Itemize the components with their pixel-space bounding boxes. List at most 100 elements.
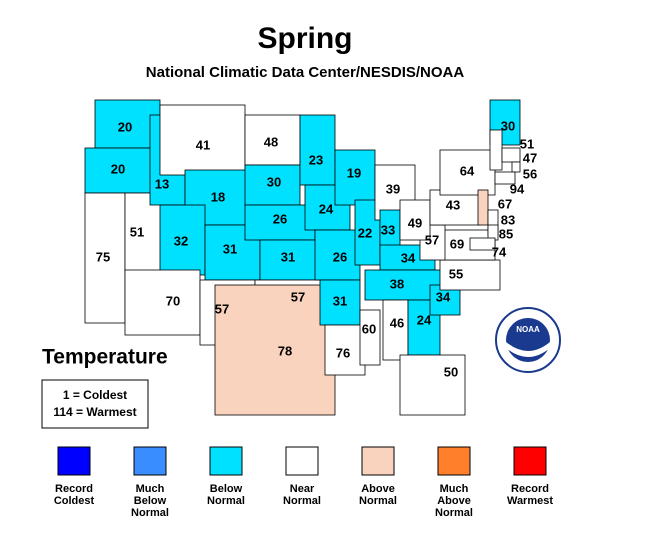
state bbox=[359, 309, 381, 366]
state-rank: 46 bbox=[390, 315, 404, 330]
state-rank: 38 bbox=[390, 276, 404, 291]
state bbox=[511, 161, 521, 173]
subtitle: National Climatic Data Center/NESDIS/NOA… bbox=[146, 64, 465, 81]
state-rank: 19 bbox=[347, 165, 361, 180]
state bbox=[439, 259, 501, 291]
state-rank: 57 bbox=[215, 301, 229, 316]
legend-swatch bbox=[513, 446, 547, 476]
state bbox=[324, 324, 366, 376]
legend-swatch bbox=[437, 446, 471, 476]
state bbox=[94, 99, 161, 149]
state-rank: 43 bbox=[446, 197, 460, 212]
state bbox=[214, 284, 336, 416]
state-rank: 69 bbox=[450, 236, 464, 251]
legend-swatch bbox=[209, 446, 243, 476]
state-rank: 83 bbox=[501, 212, 515, 227]
legend-label: Above bbox=[437, 495, 471, 507]
legend-label: Above bbox=[361, 483, 395, 495]
legend-label: Record bbox=[511, 483, 549, 495]
state-map: 20 20 75 51 13 41 18 32 70 31 57 48 30 26 31 57 78 23 24 26… bbox=[84, 99, 537, 416]
legend: RecordColdestMuchBelowNormalBelowNormalN… bbox=[54, 446, 553, 519]
legend-label: Normal bbox=[359, 495, 397, 507]
state-rank: 48 bbox=[264, 134, 278, 149]
state-rank: 56 bbox=[523, 166, 537, 181]
state-rank: 60 bbox=[362, 321, 376, 336]
state-rank: 31 bbox=[333, 293, 347, 308]
state-rank: 49 bbox=[408, 215, 422, 230]
state-rank: 20 bbox=[111, 161, 125, 176]
state-rank: 70 bbox=[166, 293, 180, 308]
legend-swatch bbox=[57, 446, 91, 476]
state-rank: 26 bbox=[273, 211, 287, 226]
state-rank: 22 bbox=[358, 225, 372, 240]
state bbox=[382, 299, 409, 361]
state-rank: 39 bbox=[386, 181, 400, 196]
state bbox=[299, 114, 336, 186]
state bbox=[469, 237, 496, 251]
state-rank: 24 bbox=[417, 312, 432, 327]
legend-label: Much bbox=[136, 483, 165, 495]
state bbox=[84, 192, 126, 324]
state bbox=[84, 147, 161, 194]
state-rank: 18 bbox=[211, 189, 225, 204]
state-rank: 20 bbox=[118, 119, 132, 134]
legend-swatch bbox=[285, 446, 319, 476]
state-rank: 55 bbox=[449, 266, 463, 281]
state bbox=[244, 204, 316, 241]
legend-label: Near bbox=[290, 483, 315, 495]
state-rank: 75 bbox=[96, 249, 110, 264]
state-rank: 74 bbox=[492, 244, 507, 259]
state-rank: 85 bbox=[499, 226, 513, 241]
state-rank: 30 bbox=[267, 174, 281, 189]
state bbox=[501, 147, 521, 163]
state-rank: 51 bbox=[520, 136, 534, 151]
state bbox=[314, 229, 361, 281]
map-label: Temperature bbox=[42, 346, 168, 369]
legend-swatch bbox=[361, 446, 395, 476]
noaa-logo: NOAA bbox=[495, 307, 561, 373]
state-rank: 31 bbox=[223, 241, 237, 256]
state bbox=[124, 192, 166, 274]
state-rank: 57 bbox=[425, 232, 439, 247]
legend-swatch bbox=[133, 446, 167, 476]
logo-text: NOAA bbox=[516, 325, 540, 334]
state-rank: 33 bbox=[381, 222, 395, 237]
legend-label: Record bbox=[55, 483, 93, 495]
state bbox=[399, 199, 431, 241]
state bbox=[439, 149, 496, 196]
legend-label: Below bbox=[210, 483, 243, 495]
state-rank: 67 bbox=[498, 196, 512, 211]
state bbox=[159, 204, 206, 276]
state bbox=[399, 354, 466, 416]
legend-label: Normal bbox=[435, 507, 473, 519]
key-box bbox=[41, 379, 149, 429]
state-rank: 50 bbox=[444, 364, 458, 379]
key-text: 1 = Coldest bbox=[63, 388, 127, 402]
title: Spring bbox=[258, 22, 353, 55]
state-rank: 57 bbox=[291, 289, 305, 304]
state bbox=[494, 171, 516, 185]
key-text: 114 = Warmest bbox=[53, 405, 136, 419]
state-rank: 13 bbox=[155, 176, 169, 191]
state bbox=[477, 189, 489, 226]
state bbox=[334, 149, 376, 206]
legend-label: Below bbox=[134, 495, 167, 507]
state bbox=[159, 104, 246, 176]
state-rank: 32 bbox=[174, 233, 188, 248]
legend-label: Normal bbox=[131, 507, 169, 519]
state bbox=[244, 114, 301, 166]
legend-label: Much bbox=[440, 483, 469, 495]
legend-label: Normal bbox=[207, 495, 245, 507]
legend-label: Normal bbox=[283, 495, 321, 507]
state-rank: 47 bbox=[523, 150, 537, 165]
state-rank: 23 bbox=[309, 152, 323, 167]
state-rank: 26 bbox=[333, 249, 347, 264]
state-rank: 41 bbox=[196, 137, 210, 152]
state-rank: 51 bbox=[130, 224, 144, 239]
legend-label: Coldest bbox=[54, 495, 95, 507]
state-rank: 76 bbox=[336, 345, 350, 360]
state bbox=[319, 279, 361, 326]
state-rank: 94 bbox=[510, 181, 525, 196]
state bbox=[489, 129, 503, 171]
